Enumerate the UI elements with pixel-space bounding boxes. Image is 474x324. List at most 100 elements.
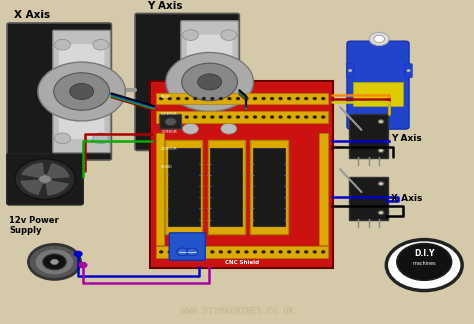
Text: Y Axis: Y Axis: [391, 134, 422, 143]
Circle shape: [74, 251, 82, 257]
Circle shape: [51, 259, 58, 264]
Circle shape: [211, 251, 214, 253]
Circle shape: [407, 70, 410, 72]
FancyBboxPatch shape: [59, 44, 104, 139]
Circle shape: [221, 30, 237, 40]
FancyBboxPatch shape: [349, 114, 388, 158]
Circle shape: [168, 98, 171, 99]
FancyBboxPatch shape: [405, 64, 412, 77]
Circle shape: [271, 251, 273, 253]
Circle shape: [54, 73, 109, 110]
Circle shape: [160, 98, 163, 99]
Circle shape: [160, 116, 163, 118]
FancyBboxPatch shape: [7, 23, 111, 160]
Circle shape: [237, 98, 239, 99]
Circle shape: [185, 98, 188, 99]
Circle shape: [305, 251, 308, 253]
Circle shape: [237, 116, 239, 118]
Circle shape: [185, 116, 188, 118]
Circle shape: [262, 116, 265, 118]
FancyBboxPatch shape: [150, 81, 333, 268]
Circle shape: [288, 116, 291, 118]
Circle shape: [254, 98, 256, 99]
Circle shape: [194, 251, 197, 253]
FancyBboxPatch shape: [181, 21, 238, 143]
Circle shape: [378, 120, 384, 123]
Text: D.I.Y: D.I.Y: [414, 249, 434, 259]
Circle shape: [221, 123, 237, 134]
FancyBboxPatch shape: [208, 140, 245, 234]
Circle shape: [35, 249, 74, 275]
Circle shape: [202, 116, 205, 118]
Circle shape: [165, 118, 176, 126]
Circle shape: [168, 116, 171, 118]
FancyBboxPatch shape: [53, 30, 110, 153]
Circle shape: [397, 243, 452, 280]
Circle shape: [386, 240, 462, 291]
Wedge shape: [45, 163, 70, 179]
FancyBboxPatch shape: [346, 64, 354, 77]
Circle shape: [219, 116, 222, 118]
Circle shape: [219, 98, 222, 99]
FancyBboxPatch shape: [250, 140, 288, 234]
Circle shape: [93, 39, 109, 50]
FancyBboxPatch shape: [168, 148, 200, 226]
Circle shape: [313, 98, 316, 99]
FancyBboxPatch shape: [347, 41, 409, 129]
Text: EN/GN: EN/GN: [161, 95, 171, 99]
Text: 5V/GND: 5V/GND: [161, 165, 173, 169]
Circle shape: [279, 251, 282, 253]
Circle shape: [279, 98, 282, 99]
Circle shape: [211, 116, 214, 118]
FancyBboxPatch shape: [156, 93, 328, 104]
Circle shape: [262, 98, 265, 99]
Circle shape: [182, 30, 199, 40]
Wedge shape: [45, 179, 69, 196]
Circle shape: [378, 149, 384, 153]
Text: X Axis: X Axis: [391, 194, 422, 203]
FancyBboxPatch shape: [156, 246, 328, 258]
Text: Z.STEP/DIR: Z.STEP/DIR: [161, 147, 178, 151]
Circle shape: [305, 116, 308, 118]
FancyBboxPatch shape: [156, 111, 328, 123]
Wedge shape: [20, 179, 45, 195]
FancyBboxPatch shape: [210, 148, 242, 226]
Text: CNC Shield: CNC Shield: [225, 260, 259, 265]
Circle shape: [185, 251, 188, 253]
Circle shape: [177, 116, 180, 118]
FancyBboxPatch shape: [165, 140, 202, 234]
Circle shape: [254, 251, 256, 253]
Circle shape: [198, 74, 221, 90]
FancyBboxPatch shape: [156, 133, 164, 245]
Circle shape: [15, 159, 75, 199]
Text: Y Axis: Y Axis: [147, 1, 182, 11]
Circle shape: [378, 182, 384, 186]
Circle shape: [177, 248, 188, 256]
Circle shape: [55, 133, 71, 144]
Circle shape: [28, 244, 81, 279]
Circle shape: [296, 116, 299, 118]
Text: Y.STEP/DIR: Y.STEP/DIR: [161, 130, 177, 134]
Circle shape: [322, 98, 325, 99]
Circle shape: [55, 39, 71, 50]
Circle shape: [79, 262, 87, 268]
Circle shape: [313, 251, 316, 253]
FancyBboxPatch shape: [7, 154, 83, 204]
Circle shape: [262, 251, 265, 253]
Circle shape: [93, 133, 109, 144]
Circle shape: [182, 123, 199, 134]
Circle shape: [38, 62, 126, 121]
Circle shape: [237, 251, 239, 253]
Circle shape: [369, 32, 389, 46]
Circle shape: [245, 116, 248, 118]
Circle shape: [168, 251, 171, 253]
Circle shape: [194, 116, 197, 118]
Circle shape: [374, 35, 385, 43]
FancyBboxPatch shape: [353, 82, 403, 107]
Circle shape: [211, 98, 214, 99]
FancyBboxPatch shape: [253, 148, 285, 226]
Circle shape: [177, 251, 180, 253]
Wedge shape: [21, 162, 45, 179]
Circle shape: [194, 98, 197, 99]
Circle shape: [271, 116, 273, 118]
